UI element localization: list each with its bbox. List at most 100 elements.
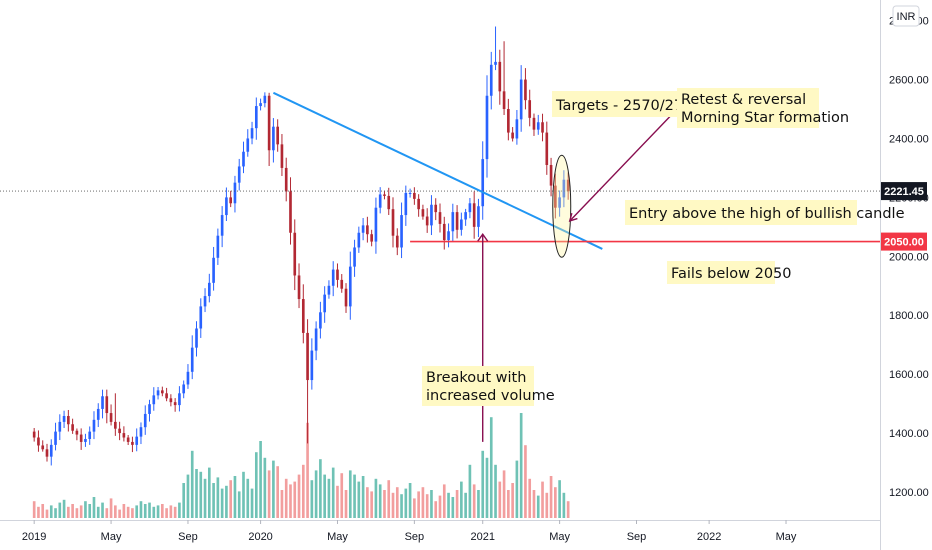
volume-bar <box>327 478 331 518</box>
currency-button[interactable]: INR <box>892 5 920 27</box>
annotation-breakout-line2: increased volume <box>426 388 555 404</box>
volume-bar <box>366 487 369 518</box>
volume-bar <box>173 506 177 518</box>
candle-body <box>498 61 502 92</box>
candle-body <box>169 398 173 403</box>
candle-body <box>284 167 288 192</box>
candle-body <box>408 192 412 194</box>
volume-bar <box>88 504 92 518</box>
candle-body <box>489 64 493 96</box>
volume-bar <box>485 457 489 518</box>
candle-body <box>554 185 557 208</box>
candle-body <box>323 294 326 313</box>
volume-bar <box>263 457 267 518</box>
volume-bar <box>532 490 536 518</box>
candle-body <box>562 179 566 198</box>
candle-body <box>336 269 339 280</box>
candle-body <box>237 166 241 183</box>
last-price-text: 2221.45 <box>884 186 924 198</box>
candle-body <box>41 445 45 450</box>
volume-bar <box>195 469 198 518</box>
volume-bar <box>387 480 391 518</box>
volume-bar <box>118 509 121 518</box>
volume-bar <box>79 505 83 518</box>
annotation-retest[interactable]: Retest & reversal Morning Star formation <box>677 88 849 128</box>
candle-body <box>314 328 318 351</box>
volume-bar <box>430 490 433 518</box>
volume-bar <box>143 504 147 518</box>
time-tick-label: Sep <box>178 531 198 543</box>
annotation-targets[interactable]: Targets - 2570/2700 <box>552 91 702 117</box>
candle-body <box>447 231 450 241</box>
candle-body <box>276 126 279 145</box>
volume-bar <box>289 484 292 518</box>
volume-bar <box>203 478 207 518</box>
time-tick-label: May <box>327 531 348 543</box>
candle-body <box>62 416 66 422</box>
annotation-breakout[interactable]: Breakout with increased volume <box>422 366 555 406</box>
annotation-entry[interactable]: Entry above the high of bullish candle <box>625 200 905 225</box>
volume-bar <box>126 506 130 518</box>
annotation-fails[interactable]: Fails below 2050 <box>667 261 792 284</box>
volume-bar <box>460 481 463 518</box>
volume-bar <box>114 505 117 518</box>
candle-body <box>566 179 570 192</box>
candle-body <box>114 421 117 429</box>
time-tick-label: 2021 <box>470 531 494 543</box>
candle-body <box>220 215 224 236</box>
candle-body <box>109 413 113 422</box>
volume-bar <box>464 492 467 518</box>
price-tick-label: 2600.00 <box>889 75 929 87</box>
volume-bar <box>148 502 151 518</box>
volume-bar <box>250 488 254 518</box>
candle-body <box>267 95 271 151</box>
candle-body <box>310 350 314 381</box>
candle-body <box>558 197 561 208</box>
volume-bar <box>519 413 523 518</box>
candle-body <box>71 424 74 431</box>
candle-body <box>319 312 322 329</box>
candle-body <box>536 122 540 130</box>
candle-body <box>131 441 134 445</box>
retest-arrow <box>568 105 681 223</box>
volume-bar <box>229 480 233 518</box>
volume-bar <box>216 477 220 518</box>
volume-bar <box>276 466 279 518</box>
volume-bar <box>161 504 164 518</box>
volume-bar <box>67 506 70 518</box>
candles <box>32 26 570 466</box>
last-price-badge: 2221.45 <box>881 182 927 201</box>
volume-bar <box>280 490 284 518</box>
time-tick-label: Sep <box>627 531 647 543</box>
descending-trendline[interactable] <box>272 91 603 250</box>
candle-body <box>165 393 168 399</box>
volume-bar <box>96 506 100 518</box>
candle-body <box>207 282 211 297</box>
volume-bar <box>353 474 356 518</box>
time-tick-label: 2019 <box>22 531 46 543</box>
volume-bar <box>455 490 459 518</box>
volume-bar <box>178 502 181 518</box>
volume-bar <box>131 508 134 518</box>
volume-bar <box>310 480 314 518</box>
candle-body <box>173 402 177 406</box>
volume-bar <box>383 490 386 518</box>
candle-body <box>541 122 544 133</box>
candle-body <box>186 371 190 385</box>
volume-bars <box>32 413 570 518</box>
volume-bar <box>507 490 510 518</box>
morning-star-ellipse[interactable] <box>552 154 572 258</box>
candle-body <box>353 247 356 267</box>
candle-body <box>370 234 373 242</box>
candle-body <box>472 203 476 227</box>
volume-bar <box>267 470 271 518</box>
volume-bar <box>378 484 382 518</box>
candle-body <box>195 328 198 348</box>
volume-bar <box>207 467 211 518</box>
volume-bar <box>447 492 450 518</box>
volume-bar <box>284 478 288 518</box>
candle-body <box>143 413 147 428</box>
